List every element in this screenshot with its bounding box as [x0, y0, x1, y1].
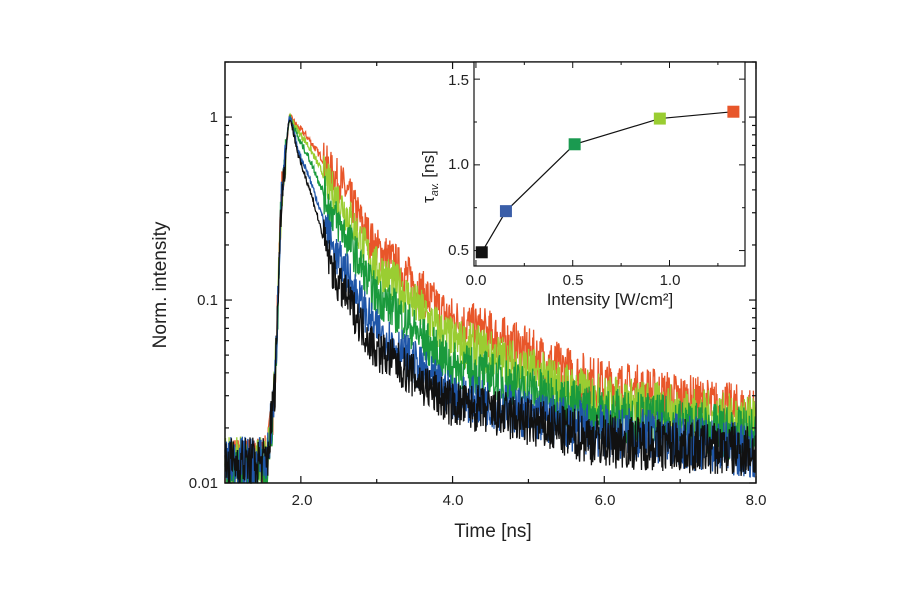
inset-point — [475, 246, 488, 259]
inset-y-axis-unit: [ns] — [419, 150, 438, 182]
inset-ticks — [474, 62, 745, 266]
inset-y-tick-label: 1.0 — [448, 156, 469, 173]
main-x-tick-label: 6.0 — [595, 492, 616, 509]
main-traces — [224, 112, 757, 484]
inset-marks — [475, 105, 740, 259]
inset-x-axis-label: Intensity [W/cm²] — [547, 290, 674, 309]
main-y-axis-label: Norm. intensity — [150, 221, 171, 348]
inset-point — [499, 205, 512, 218]
inset-y-axis-subscript: av. — [429, 182, 441, 196]
inset-x-tick-label: 0.0 — [466, 272, 487, 289]
main-y-tick-label: 1 — [210, 109, 218, 126]
inset-y-tick-label: 1.5 — [448, 72, 469, 89]
decay-trace-4 — [224, 119, 757, 484]
inset-point — [727, 105, 740, 118]
inset-point — [568, 138, 581, 151]
inset-point — [653, 112, 666, 125]
inset-y-tick-label: 0.5 — [448, 242, 469, 259]
main-x-axis-label: Time [ns] — [454, 521, 531, 542]
main-x-tick-label: 8.0 — [746, 492, 767, 509]
inset-x-tick-label: 0.5 — [563, 272, 584, 289]
inset-y-axis-label: τav. [ns] — [419, 150, 441, 203]
inset-frame — [473, 61, 746, 267]
inset-y-axis-symbol: τ — [419, 196, 438, 203]
main-x-tick-label: 4.0 — [443, 492, 464, 509]
inset-x-tick-label: 1.0 — [660, 272, 681, 289]
main-y-tick-label: 0.1 — [197, 292, 218, 309]
main-x-tick-label: 2.0 — [292, 492, 313, 509]
decay-trace-0 — [224, 113, 757, 484]
main-y-tick-label: 0.01 — [189, 475, 218, 492]
inset-background — [474, 62, 745, 266]
